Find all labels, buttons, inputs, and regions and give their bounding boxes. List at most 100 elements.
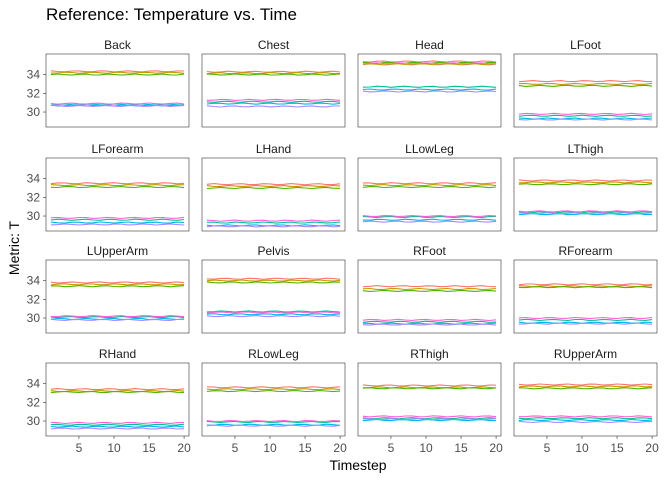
series-line xyxy=(50,221,185,224)
series-line xyxy=(518,118,653,121)
x-tick-label: 5 xyxy=(76,441,83,455)
x-tick-label: 10 xyxy=(575,441,589,455)
x-tick-label: 15 xyxy=(298,441,312,455)
y-tick-label: 34 xyxy=(27,274,41,288)
series-line xyxy=(206,72,341,75)
x-tick-label: 10 xyxy=(419,441,433,455)
x-tick-label: 5 xyxy=(232,441,239,455)
facet-label: LThigh xyxy=(568,142,604,156)
series-line xyxy=(206,186,341,190)
facet-label: LUpperArm xyxy=(87,244,148,258)
facet-label: Head xyxy=(415,38,444,52)
series-line xyxy=(362,214,497,218)
y-tick-label: 34 xyxy=(27,377,41,391)
series-line xyxy=(206,73,341,76)
panel-border xyxy=(45,259,190,334)
series-line xyxy=(50,427,185,430)
x-tick-label: 15 xyxy=(142,441,156,455)
facet-label: RForearm xyxy=(558,244,612,258)
series-line xyxy=(362,289,497,292)
series-line xyxy=(50,102,185,105)
series-line xyxy=(518,82,653,86)
series-line xyxy=(50,70,185,73)
series-line xyxy=(362,418,497,421)
series-line xyxy=(206,102,341,105)
facet-label: LHand xyxy=(256,142,291,156)
series-line xyxy=(206,388,341,391)
series-line xyxy=(50,185,185,189)
series-line xyxy=(518,80,653,83)
series-line xyxy=(362,285,497,288)
x-tick-label: 5 xyxy=(388,441,395,455)
series-line xyxy=(362,415,497,418)
series-line xyxy=(50,423,185,426)
series-line xyxy=(206,277,341,280)
x-axis-title: Timestep xyxy=(329,457,386,473)
y-tick-label: 30 xyxy=(27,311,41,325)
series-line xyxy=(518,383,653,386)
series-line xyxy=(206,100,341,103)
series-line xyxy=(50,390,185,394)
facet-label: LLowLeg xyxy=(405,142,454,156)
facet-label: RLowLeg xyxy=(248,347,299,361)
facet-label: Pelvis xyxy=(257,244,289,258)
series-line xyxy=(206,70,341,73)
series-line xyxy=(50,425,185,428)
x-tick-label: 20 xyxy=(333,441,347,455)
series-line xyxy=(362,323,497,326)
y-tick-label: 30 xyxy=(27,209,41,223)
series-line xyxy=(206,281,341,284)
series-line xyxy=(362,320,497,323)
series-line xyxy=(518,210,653,213)
series-line xyxy=(362,60,497,63)
series-line xyxy=(362,88,497,91)
series-line xyxy=(362,384,497,387)
panel-border xyxy=(201,259,346,334)
series-line xyxy=(50,318,185,322)
facet-label: RHand xyxy=(99,347,136,361)
y-axis-title: Metric: T xyxy=(6,220,22,275)
panel-border xyxy=(201,157,346,232)
facet-label: RUpperArm xyxy=(554,347,617,361)
series-line xyxy=(206,184,341,188)
panel-border xyxy=(357,259,502,334)
panel-border xyxy=(45,157,190,232)
series-line xyxy=(206,424,341,427)
y-tick-label: 32 xyxy=(27,190,41,204)
series-line xyxy=(362,387,497,390)
series-line xyxy=(206,386,341,389)
facet-label: Back xyxy=(104,38,132,52)
y-tick-label: 34 xyxy=(27,172,41,186)
series-line xyxy=(362,220,497,223)
series-line xyxy=(50,216,185,220)
series-line xyxy=(362,287,497,291)
panel-border xyxy=(45,362,190,437)
panel-border xyxy=(357,157,502,232)
series-line xyxy=(206,105,341,108)
series-line xyxy=(362,318,497,322)
series-line xyxy=(50,281,185,284)
panel-border xyxy=(357,362,502,437)
chart-title: Reference: Temperature vs. Time xyxy=(46,5,298,24)
panel-border xyxy=(357,53,502,128)
series-line xyxy=(518,420,653,424)
series-line xyxy=(206,279,341,282)
series-line xyxy=(50,104,185,108)
series-line xyxy=(362,90,497,93)
series-line xyxy=(50,73,185,76)
x-tick-label: 5 xyxy=(544,441,551,455)
y-tick-label: 32 xyxy=(27,86,41,100)
series-line xyxy=(518,212,653,215)
y-tick-label: 34 xyxy=(27,68,41,82)
series-line xyxy=(518,418,653,422)
series-line xyxy=(50,283,185,286)
facet-label: RThigh xyxy=(410,347,448,361)
series-line xyxy=(518,318,653,322)
series-line xyxy=(50,421,185,425)
panel-border xyxy=(201,362,346,437)
series-line xyxy=(50,285,185,288)
x-tick-label: 20 xyxy=(177,441,191,455)
facet-label: LForearm xyxy=(91,142,143,156)
series-line xyxy=(50,218,185,221)
series-line xyxy=(518,181,653,184)
